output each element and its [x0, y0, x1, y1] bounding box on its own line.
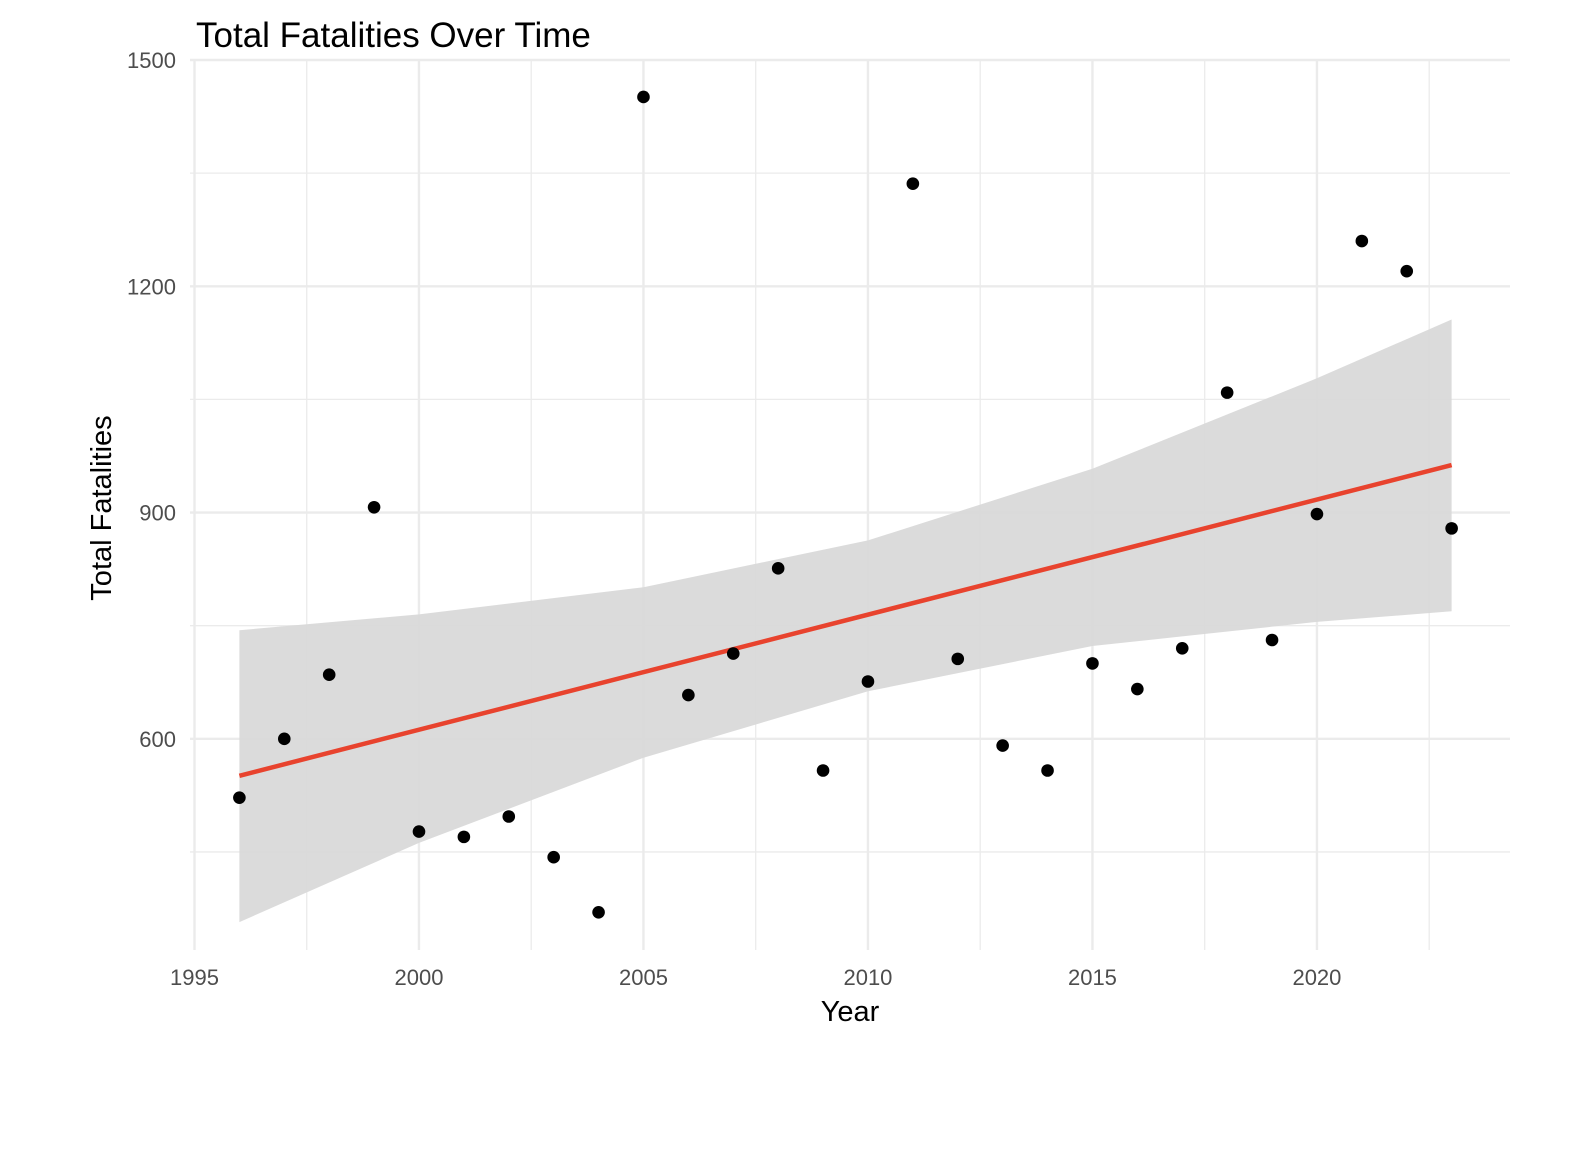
x-tick-label: 2010 — [843, 965, 892, 990]
x-tick-label: 2000 — [395, 965, 444, 990]
x-tick-label: 2020 — [1292, 965, 1341, 990]
data-point — [1220, 386, 1234, 399]
data-point — [412, 825, 426, 838]
data-point — [771, 562, 785, 575]
trend-line — [238, 462, 1453, 778]
x-tick-label: 2015 — [1068, 965, 1117, 990]
tick-labels: 1995 2000 2005 2010 2015 2020 600 900 1200 1500 — [127, 48, 1341, 990]
x-tick-label: 2005 — [619, 965, 668, 990]
data-point — [1131, 682, 1144, 696]
data-point — [233, 791, 246, 804]
data-point — [726, 647, 740, 660]
data-point — [1355, 234, 1369, 248]
data-point — [816, 764, 830, 777]
y-axis-title: Total Fatalities — [86, 415, 118, 600]
data-point — [1310, 507, 1324, 521]
data-point — [906, 177, 920, 190]
y-tick-label: 900 — [139, 501, 176, 526]
data-point — [1175, 642, 1189, 655]
data-point — [1265, 633, 1279, 647]
x-axis-title: Year — [821, 996, 880, 1028]
data-point — [502, 810, 516, 823]
y-tick-label: 1500 — [127, 48, 176, 73]
x-tick-label: 1995 — [170, 965, 219, 990]
data-points — [233, 90, 1458, 919]
data-point — [1086, 657, 1099, 670]
data-point — [1445, 522, 1458, 535]
y-tick-label: 600 — [139, 727, 176, 752]
data-point — [996, 739, 1009, 752]
data-point — [367, 500, 381, 514]
data-point — [861, 675, 875, 688]
data-point — [592, 905, 605, 919]
data-point — [637, 90, 650, 104]
data-point — [682, 688, 695, 702]
data-point — [1400, 264, 1414, 278]
data-point — [1041, 764, 1054, 777]
data-point — [547, 850, 560, 864]
trend-line-path — [238, 462, 1453, 778]
data-point — [457, 830, 471, 844]
data-point — [277, 732, 291, 746]
grid — [190, 58, 1510, 950]
data-point — [322, 668, 336, 682]
y-tick-label: 1200 — [127, 274, 176, 299]
chart-title: Total Fatalities Over Time — [196, 16, 591, 55]
data-point — [951, 652, 965, 666]
